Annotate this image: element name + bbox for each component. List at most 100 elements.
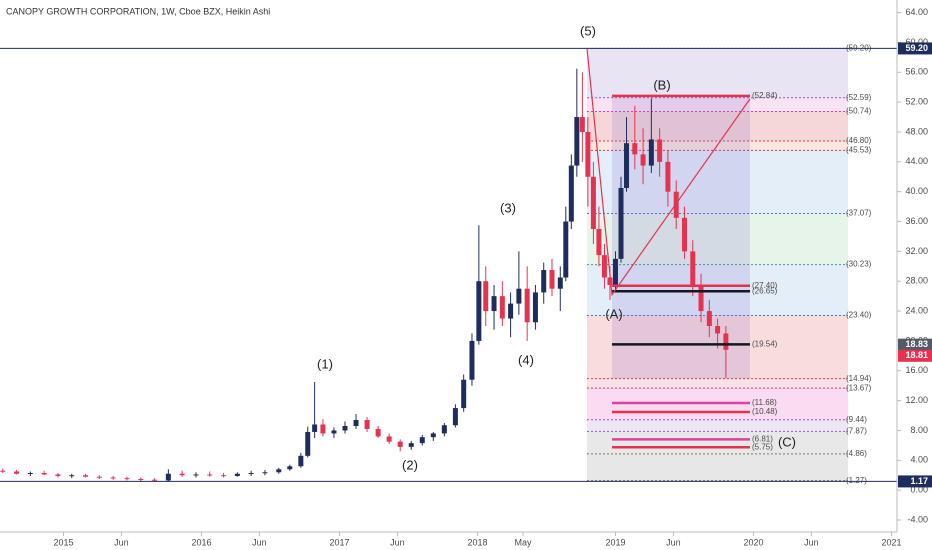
wave-label: (B) <box>653 77 670 92</box>
x-tick-label: 2018 <box>467 537 487 547</box>
fib-label: (30.23) <box>846 260 872 269</box>
target-label: (6.81) <box>752 434 773 443</box>
y-tick-label: 8.00 <box>910 425 928 435</box>
fib-band <box>587 213 848 265</box>
x-tick-label: 2016 <box>191 537 211 547</box>
fib-band <box>587 453 848 481</box>
target-label: (5.75) <box>752 442 773 451</box>
candle-body <box>557 277 563 289</box>
wave-label: (C) <box>778 434 796 449</box>
fib-band <box>587 111 848 141</box>
y-tick-label: 64.00 <box>905 7 928 17</box>
candle-body <box>262 472 268 474</box>
wave-label: (2) <box>402 457 418 472</box>
candle-body <box>221 475 227 477</box>
x-tick-label: 2020 <box>743 537 763 547</box>
candle-body <box>612 258 618 285</box>
candle-body <box>601 255 607 278</box>
x-tick-label: 2015 <box>53 537 73 547</box>
x-tick-label: Jun <box>804 537 819 547</box>
candle-body <box>312 424 318 432</box>
candle-body <box>723 333 729 350</box>
candle-body <box>715 325 721 334</box>
candle-body <box>55 474 61 476</box>
y-tick-label: 48.00 <box>905 126 928 136</box>
candle-body <box>618 187 624 259</box>
price-box <box>898 475 932 488</box>
fib-band <box>587 419 848 432</box>
candle-body <box>607 277 613 285</box>
y-tick-label: 4.00 <box>910 455 928 465</box>
candle-body <box>657 139 663 162</box>
fib-label: (52.59) <box>846 93 872 102</box>
x-tick-label: 2019 <box>605 537 625 547</box>
candle-body <box>499 296 505 319</box>
x-tick-label: 2017 <box>329 537 349 547</box>
candle-body <box>408 443 414 447</box>
candle-body <box>0 470 6 472</box>
x-tick-label: Jun <box>114 537 129 547</box>
candle-body <box>590 176 596 229</box>
candle-body <box>386 436 392 442</box>
price-box <box>898 349 932 362</box>
y-tick-label: 0.00 <box>910 485 928 495</box>
fib-band <box>587 97 848 112</box>
x-tick-label: Jun <box>666 537 681 547</box>
candle-body <box>193 474 199 476</box>
candle-body <box>353 420 359 426</box>
target-label: (27.40) <box>752 281 778 290</box>
candle-body <box>690 251 696 285</box>
candle-body <box>27 472 33 474</box>
candle-body <box>375 428 381 437</box>
candle-body <box>110 477 116 479</box>
overlays: (52.84) (27.40)(26.65) (19.54) (11.68)(10.4… <box>0 23 897 482</box>
candle-body <box>508 303 514 319</box>
candle-body <box>648 139 654 166</box>
fib-label: (50.74) <box>846 107 872 116</box>
y-tick-label: 16.00 <box>905 365 928 375</box>
candle-body <box>179 473 185 476</box>
wave-label: (3) <box>500 200 516 215</box>
price-box-label: 18.83 <box>905 339 928 349</box>
price-box <box>898 338 932 351</box>
wave-label: (A) <box>605 306 622 321</box>
candle-body <box>419 437 425 444</box>
fib-label: (23.40) <box>846 311 872 320</box>
y-tick-label: 28.00 <box>905 276 928 286</box>
candle-body <box>287 466 293 470</box>
x-tick-label: May <box>515 537 533 547</box>
candle-body <box>364 420 370 429</box>
candle-body <box>579 117 585 132</box>
candle-body <box>41 472 47 475</box>
candle-body <box>234 473 240 476</box>
wave-label: (5) <box>580 23 596 38</box>
wave-label: (4) <box>518 352 534 367</box>
wave-line <box>586 48 751 297</box>
candle-body <box>320 424 326 434</box>
wave-label: (1) <box>317 356 333 371</box>
y-tick-label: 44.00 <box>905 156 928 166</box>
candle-body <box>152 479 158 481</box>
fib-band <box>587 431 848 454</box>
y-tick-label: 40.00 <box>905 186 928 196</box>
fib-label: (7.87) <box>846 427 867 436</box>
price-box-label: 1.17 <box>910 476 928 486</box>
candle-body <box>549 270 555 289</box>
x-tick-label: Jun <box>252 537 267 547</box>
candle-body <box>305 431 311 456</box>
fib-label: (46.80) <box>846 136 872 145</box>
candle-body <box>14 471 20 474</box>
y-tick-label: 12.00 <box>905 395 928 405</box>
candle-body <box>524 288 530 323</box>
y-tick-label: 52.00 <box>905 97 928 107</box>
candle-body <box>585 131 591 177</box>
candle-body <box>441 425 447 434</box>
candles <box>0 68 729 482</box>
target-label: (11.68) <box>752 398 777 407</box>
fib-band <box>587 378 848 389</box>
candle-body <box>532 292 538 323</box>
candle-body <box>276 469 282 473</box>
candle-body <box>298 455 304 467</box>
candle-body <box>706 311 712 326</box>
